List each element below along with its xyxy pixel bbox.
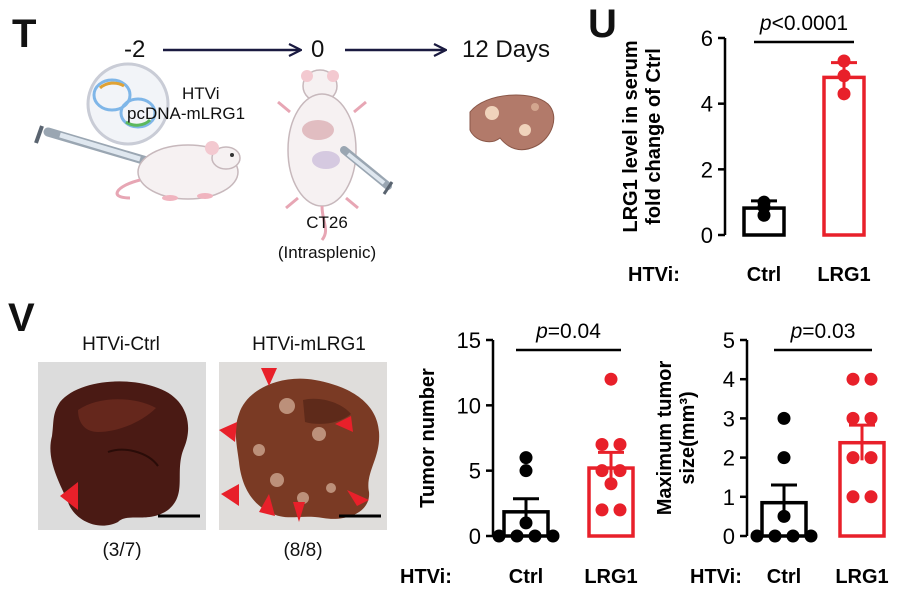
data-point bbox=[519, 464, 533, 478]
bar-lrg1 bbox=[822, 75, 866, 237]
data-point bbox=[837, 54, 851, 68]
x-category-label: Ctrl bbox=[767, 566, 801, 588]
data-point bbox=[510, 529, 524, 543]
data-point bbox=[519, 451, 533, 465]
y-axis-label: LRG1 level in serumfold change of Ctrl bbox=[620, 40, 665, 232]
y-tick-label: 2 bbox=[723, 446, 735, 471]
data-point bbox=[528, 529, 542, 543]
y-tick-label: 5 bbox=[469, 459, 481, 484]
tumor-arrowhead bbox=[335, 416, 353, 432]
timeline-label-0: 0 bbox=[311, 36, 325, 63]
data-point bbox=[613, 503, 627, 517]
fraction-ctrl: (3/7) bbox=[102, 540, 142, 561]
data-point bbox=[595, 438, 609, 452]
p-value-label: p=0.03 bbox=[790, 320, 856, 343]
data-point bbox=[604, 372, 618, 386]
x-axis-prefix: HTVi: bbox=[400, 566, 452, 588]
panel-letter-t: T bbox=[12, 12, 37, 56]
liver-photo-mlrg1 bbox=[219, 362, 387, 530]
mouse-supine-icon bbox=[277, 69, 367, 241]
data-point bbox=[519, 516, 533, 530]
y-tick-label: 10 bbox=[457, 393, 481, 418]
data-point bbox=[546, 529, 560, 543]
data-point bbox=[804, 529, 818, 543]
x-category-label: LRG1 bbox=[584, 566, 637, 588]
intrasplenic-label: (Intrasplenic) bbox=[277, 243, 377, 262]
y-tick-label: 1 bbox=[723, 485, 735, 510]
fraction-mlrg1: (8/8) bbox=[283, 540, 323, 561]
mouse-icon bbox=[115, 141, 241, 201]
panel-letter-u: U bbox=[588, 2, 617, 46]
chart-tumor-number: 0 5 10 15 Tumor number Ctrl LRG1 HTVi: p=0.04 bbox=[400, 320, 638, 588]
data-point bbox=[613, 438, 627, 452]
y-axis-label: Maximum tumorsize(mm³) bbox=[654, 361, 699, 516]
tumor-arrowhead bbox=[221, 484, 239, 506]
x-category-label: Ctrl bbox=[747, 264, 781, 286]
data-point bbox=[777, 451, 791, 465]
tumor-arrowhead bbox=[347, 490, 369, 506]
plasmid-label: pcDNA-mLRG1 bbox=[127, 104, 246, 123]
data-point bbox=[595, 464, 609, 478]
panel-letter-v: V bbox=[8, 296, 35, 340]
data-point bbox=[777, 411, 791, 425]
data-point bbox=[846, 411, 860, 425]
photo-title-mlrg1: HTVi-mLRG1 bbox=[252, 334, 366, 355]
data-point bbox=[846, 451, 860, 465]
liver-photo-ctrl bbox=[38, 362, 206, 530]
tumor-arrowhead bbox=[60, 482, 78, 510]
data-point bbox=[864, 372, 878, 386]
liver-icon bbox=[469, 94, 555, 151]
htvi-label: HTVi bbox=[182, 84, 220, 103]
data-point bbox=[613, 464, 627, 478]
y-axis-label: Tumor number bbox=[417, 368, 439, 508]
x-category-label: LRG1 bbox=[835, 566, 888, 588]
y-tick-label: 4 bbox=[723, 367, 735, 392]
timeline-label-12days: 12 Days bbox=[462, 36, 551, 63]
y-tick-label: 0 bbox=[469, 524, 481, 549]
data-point bbox=[492, 529, 506, 543]
timeline-label-minus2: -2 bbox=[124, 36, 146, 63]
y-tick-label: 6 bbox=[701, 26, 713, 51]
timeline-graphics bbox=[34, 0, 555, 241]
photo-title-ctrl: HTVi-Ctrl bbox=[82, 334, 160, 355]
data-point bbox=[595, 503, 609, 517]
y-tick-label: 15 bbox=[457, 328, 481, 353]
x-category-label: LRG1 bbox=[817, 264, 870, 286]
syringe-icon-2 bbox=[340, 146, 394, 195]
data-point bbox=[846, 372, 860, 386]
tumor-arrowhead bbox=[293, 502, 305, 522]
p-value-label: p<0.0001 bbox=[759, 12, 848, 35]
data-point bbox=[864, 451, 878, 465]
data-point bbox=[786, 529, 800, 543]
chart-serum-lrg1: 0 2 4 6 LRG1 level in serumfold change of Ct… bbox=[620, 12, 871, 286]
data-point bbox=[768, 529, 782, 543]
data-point bbox=[757, 195, 771, 209]
p-value-label: p=0.04 bbox=[535, 320, 601, 343]
data-point bbox=[837, 87, 851, 101]
data-point bbox=[604, 477, 618, 491]
plasmid-icon bbox=[86, 62, 170, 146]
y-tick-label: 0 bbox=[723, 524, 735, 549]
tumor-arrowhead bbox=[261, 368, 277, 386]
x-axis-prefix: HTVi: bbox=[628, 264, 680, 286]
data-point bbox=[777, 509, 791, 523]
y-tick-label: 3 bbox=[723, 406, 735, 431]
chart-tumor-size: 0 1 2 3 4 5 Maximum tumorsize(mm³) Ctrl LRG1 HTVi… bbox=[654, 320, 889, 588]
y-tick-label: 5 bbox=[723, 328, 735, 353]
data-point bbox=[837, 69, 851, 83]
x-axis-prefix: HTVi: bbox=[690, 566, 742, 588]
y-tick-label: 4 bbox=[701, 92, 713, 117]
y-tick-label: 2 bbox=[701, 157, 713, 182]
data-point bbox=[846, 490, 860, 504]
y-tick-label: 0 bbox=[701, 223, 713, 248]
ct26-label: CT26 bbox=[306, 213, 348, 232]
tumor-arrowhead bbox=[219, 422, 237, 442]
x-category-label: Ctrl bbox=[509, 566, 543, 588]
tumor-arrowhead bbox=[259, 494, 275, 516]
data-point bbox=[864, 490, 878, 504]
data-point bbox=[750, 529, 764, 543]
data-point bbox=[864, 411, 878, 425]
